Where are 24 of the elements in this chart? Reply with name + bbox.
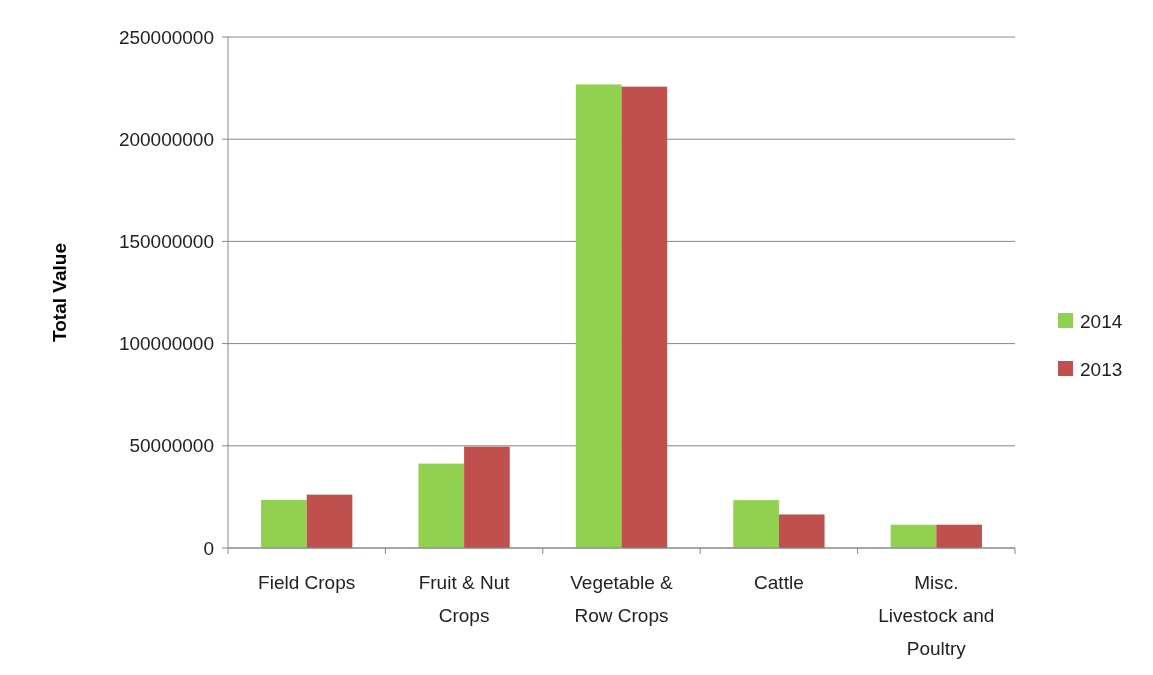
bar: [306, 494, 353, 548]
bar: [936, 524, 982, 548]
y-tick-label: 150000000: [118, 231, 214, 253]
bar: [890, 524, 937, 548]
x-tick-label: Fruit & Nut Crops: [418, 571, 511, 626]
bar: [261, 499, 307, 548]
y-tick-label: 50000000: [129, 435, 214, 457]
bar: [464, 446, 510, 548]
y-tick-label: 250000000: [118, 26, 214, 48]
bar: [621, 86, 668, 548]
x-tick-label: Misc. Livestock and Poultry: [878, 571, 995, 659]
legend-label: 2014: [1080, 310, 1123, 332]
bar: [778, 514, 825, 548]
y-axis-title: Total Value: [49, 243, 70, 342]
y-tick-label: 200000000: [118, 128, 214, 150]
legend-label: 2013: [1080, 358, 1123, 380]
bar: [418, 463, 465, 548]
x-tick-label: Vegetable & Row Crops: [570, 571, 674, 626]
x-tick-label: Cattle: [754, 571, 804, 593]
bar: [575, 84, 622, 548]
y-tick-label: 100000000: [118, 333, 214, 355]
bar: [733, 500, 779, 548]
x-tick-label: Field Crops: [258, 571, 356, 593]
y-tick-label: 0: [203, 537, 214, 559]
